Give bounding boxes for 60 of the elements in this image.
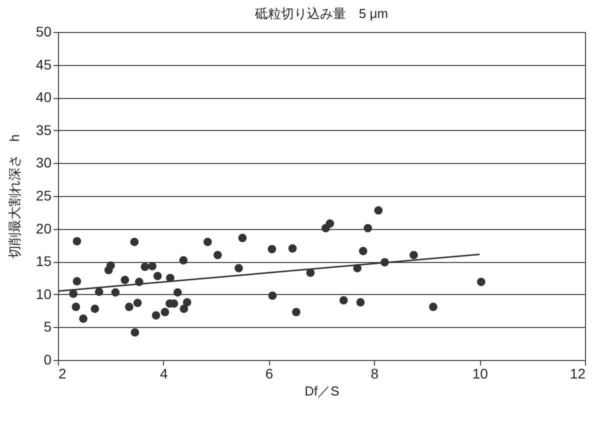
- point: [288, 244, 297, 253]
- point: [182, 298, 192, 306]
- x-tick-label: 12: [570, 366, 586, 382]
- point: [111, 288, 120, 297]
- y-axis-title: 切削最大割れ深さ h: [6, 134, 22, 259]
- point: [326, 219, 334, 228]
- point: [153, 272, 162, 280]
- point: [72, 237, 82, 246]
- x-tick-label: 4: [160, 366, 168, 382]
- point: [148, 262, 157, 270]
- x-tick-label: 10: [472, 366, 488, 382]
- point: [120, 276, 130, 284]
- point: [160, 308, 170, 316]
- y-tick-label: 25: [36, 188, 52, 204]
- y-tick-label: 15: [36, 253, 52, 270]
- point: [356, 298, 365, 306]
- point: [130, 238, 139, 246]
- point: [72, 277, 82, 286]
- point: [72, 302, 80, 312]
- point: [429, 302, 438, 312]
- x-axis-title: Df／S: [304, 384, 340, 398]
- point: [358, 246, 368, 256]
- point: [364, 224, 372, 232]
- point: [268, 292, 277, 300]
- point: [203, 238, 212, 246]
- point: [124, 302, 134, 312]
- y-tick-label: 40: [36, 89, 52, 106]
- y-tick-label: 10: [36, 286, 52, 302]
- y-tick-label: 45: [36, 56, 52, 72]
- x-tick-label: 6: [265, 366, 274, 382]
- point: [133, 298, 142, 308]
- point: [179, 256, 188, 264]
- point: [69, 290, 78, 298]
- point: [173, 288, 182, 297]
- point: [214, 250, 222, 260]
- y-tick-label: 30: [36, 154, 52, 171]
- x-tick-label: 2: [58, 366, 66, 382]
- point: [238, 234, 247, 242]
- point: [292, 308, 300, 316]
- point: [339, 296, 348, 304]
- x-tick-label: 8: [370, 366, 379, 382]
- point: [234, 264, 243, 272]
- point: [106, 261, 115, 270]
- point: [374, 206, 383, 215]
- y-tick-label: 5: [44, 318, 52, 335]
- point: [152, 311, 160, 320]
- point: [410, 250, 418, 260]
- point: [477, 278, 486, 286]
- y-tick-label: 35: [36, 122, 52, 138]
- point: [90, 304, 100, 314]
- point: [130, 328, 140, 337]
- point: [268, 244, 276, 254]
- point: [79, 314, 88, 323]
- y-tick-label: 0: [44, 352, 52, 368]
- point: [180, 304, 188, 314]
- point: [140, 262, 150, 272]
- point: [94, 288, 104, 296]
- chart-title: 砥粒切り込み量 5 μm: [254, 6, 388, 21]
- y-tick-label: 20: [36, 220, 52, 236]
- y-tick-label: 50: [36, 24, 52, 40]
